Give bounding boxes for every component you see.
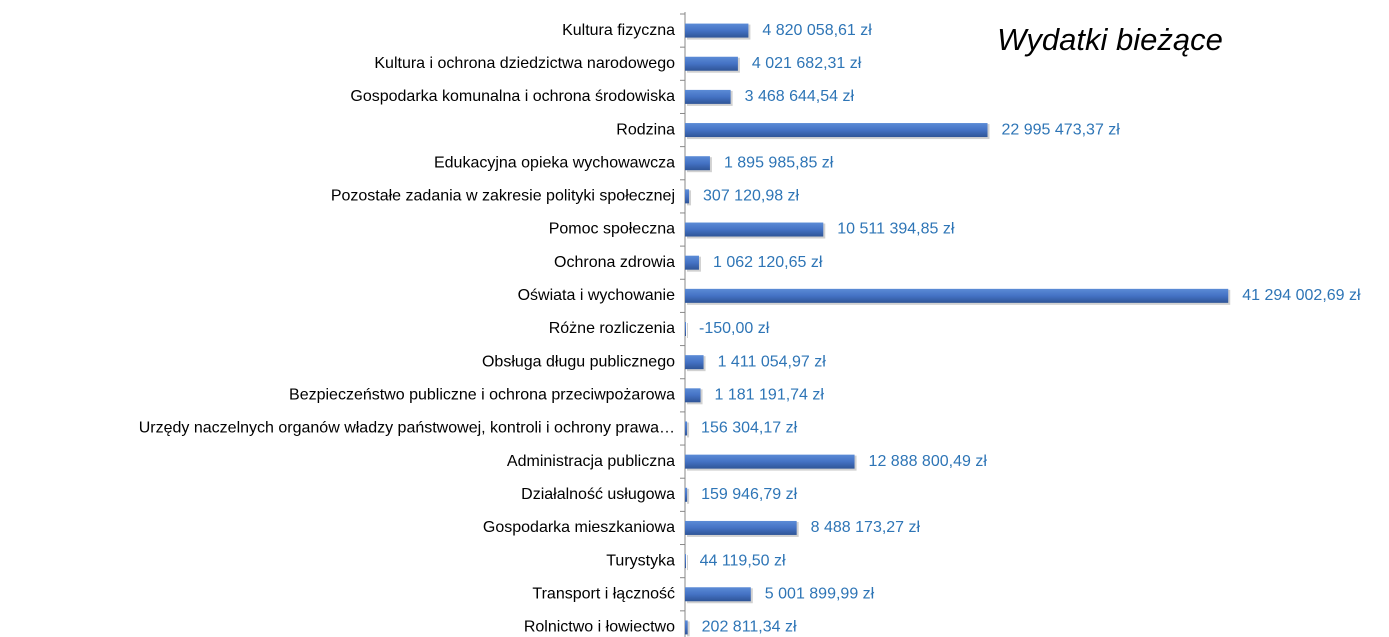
bar xyxy=(685,587,751,602)
value-label: 307 120,98 zł xyxy=(703,188,800,205)
value-label: 5 001 899,99 zł xyxy=(765,585,875,602)
bar xyxy=(684,322,686,336)
category-label: Edukacyjna opieka wychowawcza xyxy=(434,154,675,171)
value-label: 22 995 473,37 zł xyxy=(1002,121,1121,138)
category-label: Oświata i wychowanie xyxy=(518,287,676,304)
bar-shadow xyxy=(687,555,688,571)
value-label: 3 468 644,54 zł xyxy=(745,88,855,105)
bar xyxy=(685,123,988,138)
bar xyxy=(685,156,710,171)
bar xyxy=(685,520,797,535)
value-label: 10 511 394,85 zł xyxy=(837,221,955,238)
bar xyxy=(685,554,686,569)
bar xyxy=(685,222,824,237)
value-label: 4 820 058,61 zł xyxy=(762,22,872,39)
category-label: Pozostałe zadania w zakresie polityki sp… xyxy=(331,188,675,205)
category-label: Działalność usługowa xyxy=(521,486,675,503)
chart-title: Wydatki bieżące xyxy=(997,22,1223,57)
category-label: Administracja publiczna xyxy=(507,453,675,470)
category-label: Różne rozliczenia xyxy=(549,320,675,337)
bar-shadow xyxy=(687,422,690,438)
bar xyxy=(685,288,1229,303)
bar xyxy=(685,454,855,469)
value-label: 159 946,79 zł xyxy=(701,486,798,503)
bar-shadow xyxy=(687,621,690,637)
bar xyxy=(685,421,688,436)
value-label: 156 304,17 zł xyxy=(701,420,798,437)
value-label: 12 888 800,49 zł xyxy=(869,453,988,470)
bar xyxy=(685,23,749,38)
category-label: Pomoc społeczna xyxy=(549,221,675,238)
value-label: 1 411 054,97 zł xyxy=(718,353,827,370)
value-label: 4 021 682,31 zł xyxy=(752,55,862,72)
category-label: Turystyka xyxy=(606,552,675,569)
value-label: 8 488 173,27 zł xyxy=(811,519,921,536)
bar xyxy=(685,56,738,71)
bar xyxy=(685,388,701,403)
category-label: Rodzina xyxy=(616,121,675,138)
category-label: Ochrona zdrowia xyxy=(554,254,675,271)
category-label: Urzędy naczelnych organów władzy państwo… xyxy=(139,420,675,437)
value-label: 1 181 191,74 zł xyxy=(715,387,825,404)
category-label: Obsługa długu publicznego xyxy=(482,353,675,370)
bar xyxy=(685,620,688,635)
value-label: 1 062 120,65 zł xyxy=(713,254,823,271)
bar xyxy=(685,355,704,370)
category-label: Gospodarka komunalna i ochrona środowisk… xyxy=(350,88,675,105)
category-label: Bezpieczeństwo publiczne i ochrona przec… xyxy=(289,387,675,404)
category-label: Kultura i ochrona dziedzictwa narodowego xyxy=(374,55,675,72)
category-label: Rolnictwo i łowiectwo xyxy=(524,619,675,636)
bar-shadow xyxy=(687,488,690,504)
value-label: 44 119,50 zł xyxy=(700,552,786,569)
category-label: Transport i łączność xyxy=(532,585,675,602)
category-label: Gospodarka mieszkaniowa xyxy=(483,519,675,536)
value-label: -150,00 zł xyxy=(699,320,770,337)
value-label: 202 811,34 zł xyxy=(702,619,797,636)
value-label: 41 294 002,69 zł xyxy=(1242,287,1361,304)
bar xyxy=(685,89,731,104)
value-label: 1 895 985,85 zł xyxy=(724,154,834,171)
bar xyxy=(685,189,690,204)
bar xyxy=(685,255,699,270)
category-label: Kultura fizyczna xyxy=(562,22,675,39)
bar xyxy=(685,487,688,502)
bar-shadow xyxy=(686,323,688,338)
